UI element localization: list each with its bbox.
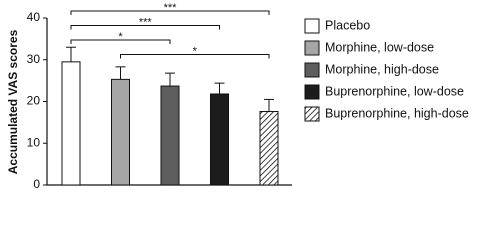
legend-swatch bbox=[304, 40, 320, 56]
significance-label: * bbox=[118, 31, 123, 43]
y-tick-label: 10 bbox=[27, 135, 41, 149]
legend-swatch bbox=[304, 106, 320, 122]
bar bbox=[61, 61, 81, 186]
y-axis-label: Accumulated VAS scores bbox=[6, 29, 20, 174]
bar bbox=[111, 78, 130, 186]
legend-label: Buprenorphine, high-dose bbox=[325, 106, 469, 120]
bar bbox=[210, 93, 229, 186]
significance-label: * bbox=[193, 45, 198, 57]
significance-bracket bbox=[70, 10, 270, 15]
legend-swatch bbox=[304, 84, 320, 100]
legend-label: Buprenorphine, low-dose bbox=[325, 84, 464, 98]
significance-bracket bbox=[70, 39, 171, 44]
bar bbox=[259, 111, 279, 186]
y-tick-label: 30 bbox=[27, 52, 41, 66]
legend-label: Morphine, high-dose bbox=[325, 62, 439, 76]
legend-label: Morphine, low-dose bbox=[325, 40, 434, 54]
bar bbox=[160, 85, 180, 186]
chart: Accumulated VAS scores 010203040********… bbox=[6, 2, 469, 191]
significance-bracket bbox=[70, 25, 220, 30]
legend-swatch bbox=[304, 18, 320, 34]
y-tick-label: 0 bbox=[33, 177, 40, 191]
significance-bracket bbox=[120, 54, 270, 59]
significance-label: *** bbox=[139, 16, 153, 28]
legend-swatch bbox=[304, 62, 320, 78]
y-tick-label: 20 bbox=[27, 94, 41, 108]
legend-label: Placebo bbox=[325, 18, 370, 32]
y-tick-label: 40 bbox=[27, 10, 41, 24]
significance-label: *** bbox=[164, 2, 178, 14]
